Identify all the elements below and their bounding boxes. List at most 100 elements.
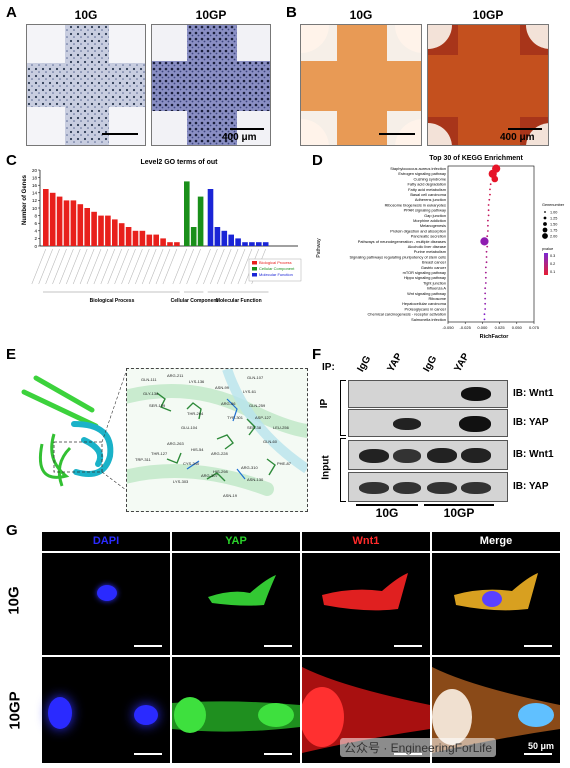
input-side-label: Input xyxy=(320,455,332,480)
data-point xyxy=(485,250,488,253)
category-label-line xyxy=(45,248,60,285)
scale-bar xyxy=(264,645,292,647)
band xyxy=(461,482,491,494)
y-tick-label: 0 xyxy=(34,244,37,249)
pathway-label: Salmonella infection xyxy=(411,317,446,322)
data-point xyxy=(487,219,489,222)
binding-site-image xyxy=(127,369,307,496)
y-tick-label: 16 xyxy=(32,183,38,188)
x-tick-label: 0.025 xyxy=(495,325,506,330)
residue-label: ARG-228 xyxy=(211,451,228,456)
pathway-label: PPAR signaling pathway xyxy=(404,208,446,213)
scale-bar xyxy=(230,128,264,130)
data-point xyxy=(484,302,487,305)
micrograph-a-10gp: 400 μm xyxy=(151,24,271,146)
go-bar-chart: Level2 GO terms of out Number of Genes 0… xyxy=(22,159,302,304)
residue-label: GLN-107 xyxy=(247,375,264,380)
band xyxy=(461,448,491,463)
pathway-label: Staphylococcus aureus infection xyxy=(390,166,446,171)
pathway-label: Adherens junction xyxy=(415,197,446,202)
band xyxy=(393,418,421,430)
fluor-10g-yap xyxy=(172,553,300,655)
residue-label: THR-127 xyxy=(151,451,168,456)
y-tick-label: 2 xyxy=(34,236,37,241)
nucleus xyxy=(134,705,158,725)
y-tick-label: 14 xyxy=(32,191,38,196)
residue-label: PHE-87 xyxy=(277,461,292,466)
category-label-line xyxy=(93,248,109,285)
blot-ip-yap xyxy=(348,409,508,437)
residue-label: ARG-310 xyxy=(241,465,258,470)
residue-label: HIS-298 xyxy=(213,469,228,474)
pathway-label: Signaling pathways regulating pluripoten… xyxy=(350,254,447,259)
color-legend-label: 0.1 xyxy=(550,270,555,274)
category-label-line xyxy=(38,248,53,285)
ip-label: IP: xyxy=(322,362,335,373)
bar xyxy=(70,200,77,246)
plot-frame xyxy=(447,165,535,323)
pathway-label: Pancreatic secretion xyxy=(411,234,446,239)
micrograph-a-10g-image xyxy=(27,25,145,145)
residue-label: GLN-60 xyxy=(263,439,278,444)
bar xyxy=(132,230,139,246)
cell-yap xyxy=(208,575,276,606)
bar xyxy=(105,215,111,246)
nucleus xyxy=(97,585,117,601)
group-label: Molecular Function xyxy=(216,298,262,304)
band xyxy=(427,482,457,494)
bar xyxy=(56,196,63,246)
band xyxy=(359,449,389,463)
category-label-line xyxy=(52,248,67,285)
column-header-dapi: DAPI xyxy=(42,532,170,551)
cell-wnt1 xyxy=(300,667,430,753)
category-label-line xyxy=(216,248,232,285)
band xyxy=(393,449,421,463)
band xyxy=(461,387,491,401)
group-label-10gp: 10GP xyxy=(443,506,475,520)
residue-label: ARG-211 xyxy=(167,373,184,378)
bar xyxy=(262,242,269,246)
pathway-label: mTOR signaling pathway xyxy=(403,270,446,275)
bar xyxy=(242,242,248,246)
chart-title: Top 30 of KEGG Enrichment xyxy=(429,155,523,162)
bar xyxy=(77,204,84,246)
pathway-label: Pathways of neurodegeneration - multiple… xyxy=(358,239,446,244)
blot-label-2: IB: YAP xyxy=(513,417,549,428)
size-legend-dot xyxy=(542,233,548,239)
panel-a-label-right: 10GP xyxy=(195,8,227,22)
category-label-line xyxy=(155,248,171,285)
pathway-label: Alcoholic liver disease xyxy=(408,244,446,249)
y-axis-label: Number of Genes xyxy=(22,174,28,225)
scale-label: 50 μm xyxy=(528,741,555,751)
watermark: 公众号 · EngineeringForLife xyxy=(340,738,497,757)
ip-side-label: IP xyxy=(319,398,331,409)
pathway-label: Wnt signaling pathway xyxy=(407,291,446,296)
residue-label: TYR-301 xyxy=(227,415,244,420)
category-label-line xyxy=(186,248,201,285)
pathway-label: Gap junction xyxy=(424,213,446,218)
pathway-label: Basal cell carcinoma xyxy=(410,192,447,197)
size-legend-dot xyxy=(542,227,548,233)
color-legend-label: 0.2 xyxy=(550,262,555,266)
y-tick-label: 20 xyxy=(32,168,38,173)
residue-label: TRP-311 xyxy=(135,457,151,462)
category-label-line xyxy=(210,248,225,285)
category-label-line xyxy=(203,248,218,285)
micrograph-a-10g xyxy=(26,24,146,146)
blot-input-wnt1 xyxy=(348,440,508,470)
category-label-line xyxy=(59,248,74,285)
fluor-10gp-merge: 50 μm xyxy=(432,657,560,763)
bar xyxy=(139,230,146,246)
micrograph-a-10gp-image xyxy=(152,25,270,145)
micrograph-b-10gp-image xyxy=(428,25,548,145)
data-point xyxy=(487,230,489,232)
pathway-label: Ribosome biogenesis in eukaryotes xyxy=(385,202,446,207)
pathway-label: Hepatocellular carcinoma xyxy=(402,301,447,306)
chart-marks: -0.050 -0.025 0.000 0.025 0.050 0.075 Staphylo… xyxy=(350,164,565,330)
scale-bar xyxy=(508,128,542,130)
pathway-label: Fatty acid metabolism xyxy=(408,187,446,192)
pathway-label: Tight junction xyxy=(423,280,446,285)
scale-bar xyxy=(102,133,138,135)
lane-label-3: IgG xyxy=(421,354,440,374)
scale-bar xyxy=(394,645,422,647)
